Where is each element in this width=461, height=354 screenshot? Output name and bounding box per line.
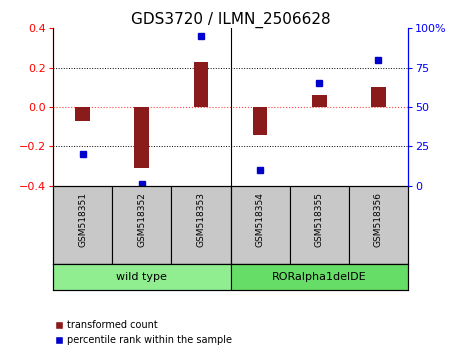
Bar — [194, 62, 208, 107]
Bar — [134, 107, 149, 168]
Bar — [253, 107, 267, 135]
Bar — [53, 264, 230, 290]
Bar — [371, 87, 386, 107]
Text: GSM518353: GSM518353 — [196, 192, 206, 247]
Title: GDS3720 / ILMN_2506628: GDS3720 / ILMN_2506628 — [130, 12, 331, 28]
Bar — [312, 95, 327, 107]
Bar — [75, 107, 90, 121]
Text: GSM518351: GSM518351 — [78, 192, 87, 247]
Bar — [112, 186, 171, 264]
Text: wild type: wild type — [116, 272, 167, 282]
Text: GSM518356: GSM518356 — [374, 192, 383, 247]
Bar — [349, 186, 408, 264]
Text: GSM518355: GSM518355 — [315, 192, 324, 247]
Text: RORalpha1delDE: RORalpha1delDE — [272, 272, 366, 282]
Bar — [53, 186, 112, 264]
Bar — [171, 186, 230, 264]
Legend: transformed count, percentile rank within the sample: transformed count, percentile rank withi… — [51, 316, 236, 349]
Bar — [230, 186, 290, 264]
Text: GSM518352: GSM518352 — [137, 192, 146, 247]
Bar — [230, 264, 408, 290]
Bar — [290, 186, 349, 264]
Text: GSM518354: GSM518354 — [255, 192, 265, 247]
